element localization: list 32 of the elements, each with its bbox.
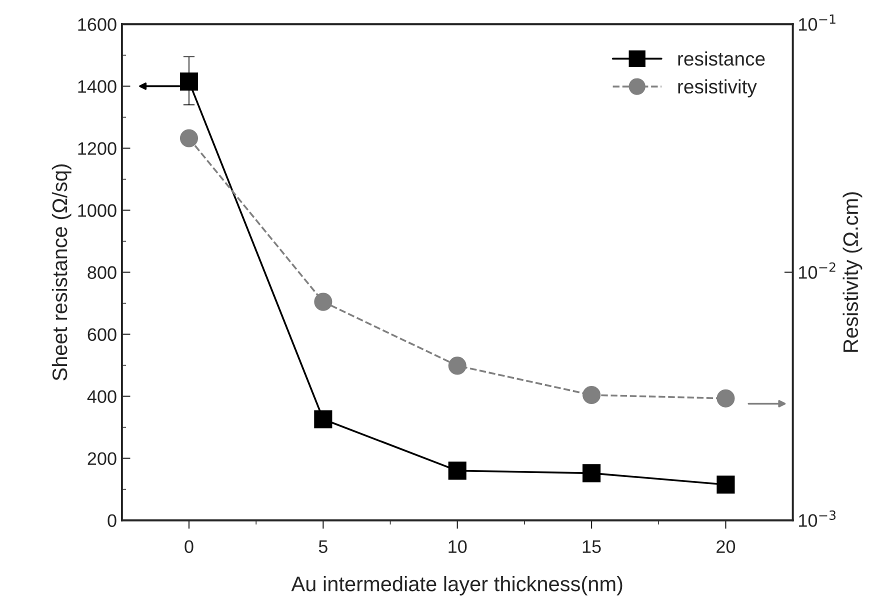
y-axis-title: Sheet resistance (Ω/sq) xyxy=(52,164,72,380)
y-tick-label: 1200 xyxy=(78,142,116,155)
y-tick-label: 1400 xyxy=(78,80,116,93)
y-tick-label: 800 xyxy=(88,266,116,279)
x-tick-label: 20 xyxy=(716,540,736,554)
y2-tick-label: 10$^{−1}$ xyxy=(799,14,836,31)
y-tick-label: 200 xyxy=(88,452,116,466)
x-tick-label: 15 xyxy=(582,540,601,554)
y-tick-label: 0 xyxy=(108,514,116,528)
x-tick-label: 0 xyxy=(184,540,194,554)
x-tick-label: 10 xyxy=(448,540,467,554)
y2-tick-label: 10$^{−3}$ xyxy=(799,510,836,527)
point xyxy=(314,410,332,428)
x-axis-title: Au intermediate layer thickness(nm) xyxy=(291,576,622,596)
x-tick-label: 5 xyxy=(318,540,328,554)
point xyxy=(180,72,198,91)
y-tick-label: 400 xyxy=(87,390,116,403)
point xyxy=(448,462,466,480)
point xyxy=(448,356,466,375)
y2-axis-title: Resistivity (Ω.cm) xyxy=(842,192,862,352)
y-tick-label: 600 xyxy=(88,328,116,341)
point xyxy=(180,129,198,148)
point xyxy=(716,476,735,494)
point xyxy=(582,386,601,404)
y-tick-label: 1600 xyxy=(78,18,116,31)
legend-label: resistivity xyxy=(678,79,757,98)
point xyxy=(314,292,332,311)
point xyxy=(716,389,735,408)
legend-label: resistance xyxy=(678,51,765,66)
y-tick-label: 1000 xyxy=(78,204,116,217)
y2-tick-label: 10$^{−2}$ xyxy=(799,262,836,279)
point xyxy=(582,464,601,482)
